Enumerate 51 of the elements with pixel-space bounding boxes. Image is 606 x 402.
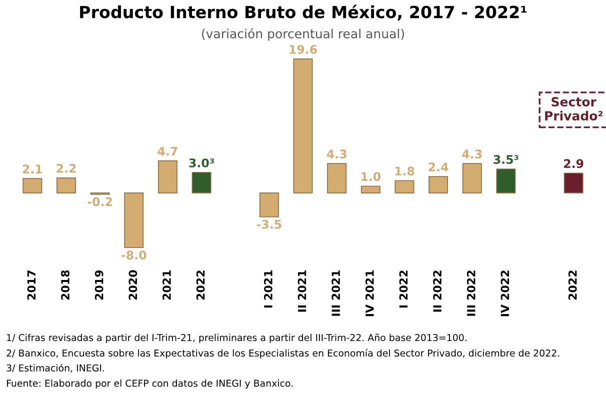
x-tick-label: III 2021 [332, 270, 340, 316]
x-tick-label: III 2022 [466, 270, 476, 316]
x-tick-label: II 2021 [298, 270, 306, 312]
data-label: 2.9 [564, 159, 584, 168]
annotation: Sector Privado² [545, 97, 602, 120]
bar [158, 160, 178, 194]
x-tick-label: 2017 [27, 270, 36, 300]
bar [327, 163, 347, 194]
data-label: -0.2 [88, 197, 112, 206]
x-tick-label: 2022 [196, 270, 205, 300]
x-tick-label: 2019 [94, 270, 104, 300]
bar [564, 172, 584, 194]
data-label: 2.2 [56, 164, 76, 173]
bar [394, 180, 414, 194]
x-tick-label: IV 2021 [365, 270, 374, 316]
text: 3/ Estimación, INEGI. [6, 364, 104, 372]
text: 1/ Cifras revisadas a partir del I-Trim-21, preliminares a partir del III-Trim-22. Año base 2013=100. [7, 334, 466, 343]
data-label: 3.5³ [494, 155, 518, 164]
data-label: 2.4 [428, 162, 448, 172]
bar [293, 58, 313, 194]
data-label: 4.3 [326, 150, 346, 158]
data-label: 1.0 [362, 172, 381, 182]
data-label: -8.0 [122, 250, 146, 260]
data-label: -3.5 [256, 220, 282, 229]
bar [56, 177, 76, 194]
data-label: 4.7 [158, 146, 178, 156]
bar [22, 178, 42, 194]
x-tick-label: IV 2022 [500, 270, 510, 316]
x-tick-label: I 2021 [264, 270, 272, 308]
data-label: 2.1 [22, 164, 42, 174]
chart-title: Producto Interno Bruto de México, 2017 - 2022¹ [80, 4, 527, 20]
bar [428, 176, 448, 194]
bar [192, 172, 212, 194]
bar [360, 186, 380, 194]
x-tick-label: I 2022 [399, 270, 408, 308]
bar [462, 163, 482, 194]
chart-subtitle: (variación porcentual real anual) [202, 28, 404, 41]
data-label: 3.0³ [189, 158, 214, 168]
x-tick-label: 2021 [162, 270, 171, 300]
data-label: 1.8 [395, 166, 414, 176]
x-tick-label: 2018 [61, 270, 70, 300]
x-tick-label: 2022 [568, 270, 577, 300]
data-label: 19.6 [290, 44, 317, 54]
x-tick-label: 2020 [128, 270, 138, 300]
data-label: 4.3 [462, 150, 482, 158]
bar [124, 192, 144, 248]
text: 2/ Banxico, Encuesta sobre las Expectativas de los Especialistas en Economía del Sector Privado, diciembre de 2022. [6, 348, 560, 358]
bar [496, 168, 516, 194]
x-tick-label: II 2022 [433, 270, 442, 312]
bar [259, 192, 279, 218]
source-note: Fuente: Elaborado por el CEFP con datos de INEGI y Banxico. [6, 379, 293, 389]
